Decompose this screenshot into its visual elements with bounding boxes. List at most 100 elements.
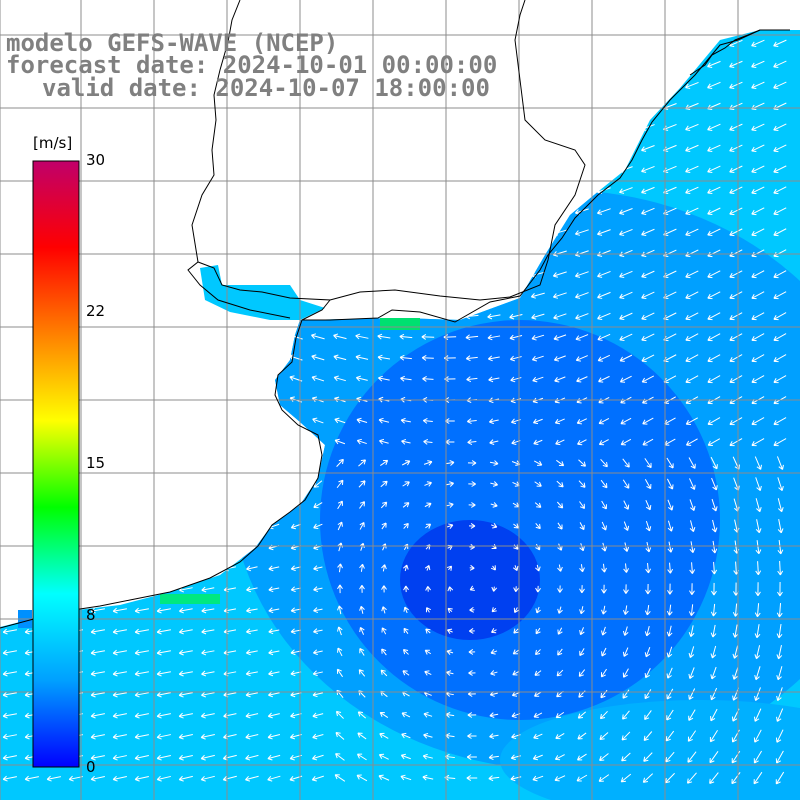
wind-arrow xyxy=(689,562,696,574)
wind-arrow xyxy=(577,753,587,761)
wind-arrow xyxy=(509,355,522,362)
wind-arrow xyxy=(379,711,389,718)
wind-arrow xyxy=(401,712,411,718)
wind-arrow xyxy=(707,144,721,152)
wind-arrow xyxy=(90,712,105,719)
wind-arrow xyxy=(601,563,607,573)
wind-arrow xyxy=(134,775,149,782)
wind-arrow xyxy=(685,186,699,195)
wind-arrow xyxy=(381,522,387,530)
wind-arrow xyxy=(313,628,323,635)
wind-arrow xyxy=(688,688,696,700)
wind-arrow xyxy=(290,670,302,677)
wind-arrow xyxy=(642,417,654,425)
colorbar-unit-label: [m/s] xyxy=(33,134,73,152)
wind-arrow xyxy=(356,438,367,445)
wind-arrow xyxy=(2,649,17,656)
wind-arrow xyxy=(777,560,784,576)
wind-arrow xyxy=(313,607,323,614)
wind-arrow xyxy=(446,670,454,676)
wind-arrow xyxy=(245,775,259,782)
wind-arrow xyxy=(112,628,127,635)
wind-arrow xyxy=(598,439,609,446)
wind-arrow xyxy=(90,754,105,761)
wind-arrow xyxy=(156,712,171,719)
wind-arrow xyxy=(622,689,630,699)
wind-arrow xyxy=(754,666,761,681)
wind-arrow xyxy=(644,479,652,490)
wind-arrow xyxy=(597,270,611,278)
wind-arrow xyxy=(687,730,697,742)
wind-arrow xyxy=(423,460,433,466)
wind-arrow xyxy=(333,354,347,361)
wind-arrow xyxy=(557,522,563,530)
wind-arrow xyxy=(489,439,499,446)
wind-arrow xyxy=(709,751,719,764)
wind-arrow xyxy=(754,645,761,660)
wind-arrow xyxy=(555,439,565,446)
wind-arrow xyxy=(245,649,258,656)
wind-arrow xyxy=(466,775,478,781)
wind-arrow xyxy=(773,333,787,342)
wind-arrow xyxy=(689,520,696,532)
wind-arrow xyxy=(579,606,585,615)
wind-arrow xyxy=(381,606,387,614)
wind-arrow xyxy=(622,458,630,468)
wind-arrow xyxy=(601,647,607,657)
wind-arrow xyxy=(576,418,587,425)
wind-arrow xyxy=(599,732,609,741)
wind-arrow xyxy=(312,670,323,677)
wind-arrow xyxy=(402,670,410,676)
wind-arrow xyxy=(400,417,411,424)
wind-arrow xyxy=(290,649,302,656)
wind-arrow xyxy=(491,628,497,634)
wind-arrow xyxy=(359,522,365,530)
wind-arrow xyxy=(358,480,366,488)
wind-arrow xyxy=(534,691,542,697)
wind-arrow xyxy=(711,519,718,533)
wind-arrow xyxy=(290,565,301,572)
wind-arrow xyxy=(246,628,258,635)
coastline-northern-interior xyxy=(191,0,241,263)
wind-arrow xyxy=(710,687,718,701)
wind-arrow xyxy=(466,754,477,760)
wind-arrow xyxy=(336,479,344,489)
coastline-east-inlet xyxy=(689,29,761,76)
wind-arrow xyxy=(776,456,784,470)
wind-arrow xyxy=(707,333,721,342)
wind-arrow xyxy=(599,753,609,761)
wind-arrow xyxy=(773,39,787,48)
wind-arrow xyxy=(358,459,367,467)
wind-arrow xyxy=(468,670,476,676)
wind-arrow xyxy=(597,333,611,341)
wind-arrow xyxy=(468,502,476,508)
wind-arrow xyxy=(600,668,607,678)
wind-arrow xyxy=(356,774,368,782)
wind-arrow xyxy=(777,519,784,534)
wind-arrow xyxy=(688,604,695,616)
wind-arrow xyxy=(425,586,432,592)
wind-arrow xyxy=(337,584,343,594)
wind-arrow xyxy=(688,457,696,469)
wind-arrow xyxy=(465,334,479,341)
wind-arrow xyxy=(554,775,566,782)
wind-arrow xyxy=(377,354,391,361)
wind-arrow xyxy=(665,730,675,742)
wind-arrow xyxy=(400,375,412,382)
wind-arrow xyxy=(709,772,719,784)
wind-arrow xyxy=(710,624,717,638)
wind-arrow xyxy=(751,165,765,174)
wind-arrow xyxy=(422,375,434,382)
wind-arrow xyxy=(579,543,585,552)
wind-arrow xyxy=(134,607,149,614)
wind-arrow xyxy=(534,670,542,676)
wind-arrow xyxy=(487,334,501,341)
wind-arrow xyxy=(290,607,301,614)
wind-arrow xyxy=(378,417,390,424)
wind-arrow xyxy=(710,666,717,680)
wind-arrow xyxy=(711,540,718,554)
wind-arrow xyxy=(488,376,500,383)
wind-arrow xyxy=(619,208,633,215)
wind-arrow xyxy=(597,354,611,362)
wind-arrow xyxy=(200,754,215,761)
